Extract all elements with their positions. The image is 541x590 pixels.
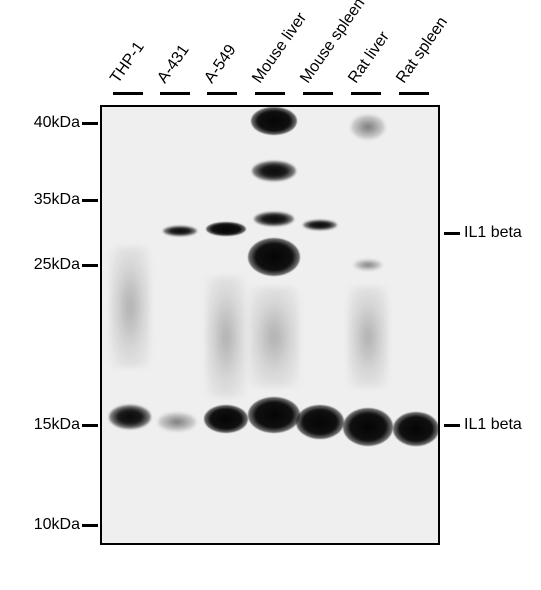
mw-label-4: 10kDa — [34, 516, 80, 534]
band-lane3-5 — [251, 107, 297, 135]
smudge-3 — [348, 287, 388, 387]
band-lane5-13 — [354, 260, 382, 270]
lane-marker-6 — [399, 92, 429, 95]
band-lane1-2 — [158, 413, 196, 431]
mw-tick-2 — [82, 264, 98, 267]
mw-labels-container: 40kDa 35kDa 25kDa 15kDa 10kDa — [0, 105, 100, 545]
mw-label-0: 40kDa — [34, 114, 80, 132]
protein-label-0: IL1 beta — [464, 224, 522, 242]
band-lane3-7 — [254, 212, 294, 226]
band-lane6-15 — [393, 412, 439, 446]
smudge-1 — [206, 277, 246, 397]
band-lane3-9 — [248, 397, 300, 433]
lane-marker-1 — [160, 92, 190, 95]
mw-tick-0 — [82, 122, 98, 125]
mw-tick-4 — [82, 524, 98, 527]
mw-label-3: 15kDa — [34, 416, 80, 434]
band-lane0-0 — [109, 405, 151, 429]
lane-label-2: A-549 — [201, 42, 240, 87]
mw-label-1: 35kDa — [34, 191, 80, 209]
smudge-2 — [249, 287, 299, 387]
mw-label-2: 25kDa — [34, 256, 80, 274]
lane-marker-3 — [255, 92, 285, 95]
protein-tick-1 — [444, 424, 460, 427]
lane-marker-0 — [113, 92, 143, 95]
band-lane5-14 — [343, 408, 393, 446]
lane-label-1: A-431 — [154, 42, 193, 87]
band-lane3-8 — [248, 238, 300, 276]
blot-image-area — [100, 105, 440, 545]
lane-label-5: Rat liver — [345, 29, 393, 87]
lane-label-6: Rat spleen — [393, 14, 452, 87]
band-lane2-3 — [206, 222, 246, 236]
protein-tick-0 — [444, 232, 460, 235]
lane-marker-5 — [351, 92, 381, 95]
lane-marker-2 — [207, 92, 237, 95]
mw-tick-1 — [82, 199, 98, 202]
band-lane1-1 — [163, 226, 197, 236]
band-lane2-4 — [204, 405, 248, 433]
band-lane5-12 — [351, 115, 385, 139]
band-lane3-6 — [252, 161, 296, 181]
mw-tick-3 — [82, 424, 98, 427]
lane-labels-container: THP-1A-431A-549Mouse liverMouse spleenRa… — [100, 0, 440, 105]
lane-marker-4 — [303, 92, 333, 95]
lane-label-0: THP-1 — [107, 39, 148, 87]
protein-label-1: IL1 beta — [464, 416, 522, 434]
band-lane4-10 — [303, 220, 337, 230]
smudge-0 — [110, 247, 150, 367]
band-lane4-11 — [296, 405, 344, 439]
